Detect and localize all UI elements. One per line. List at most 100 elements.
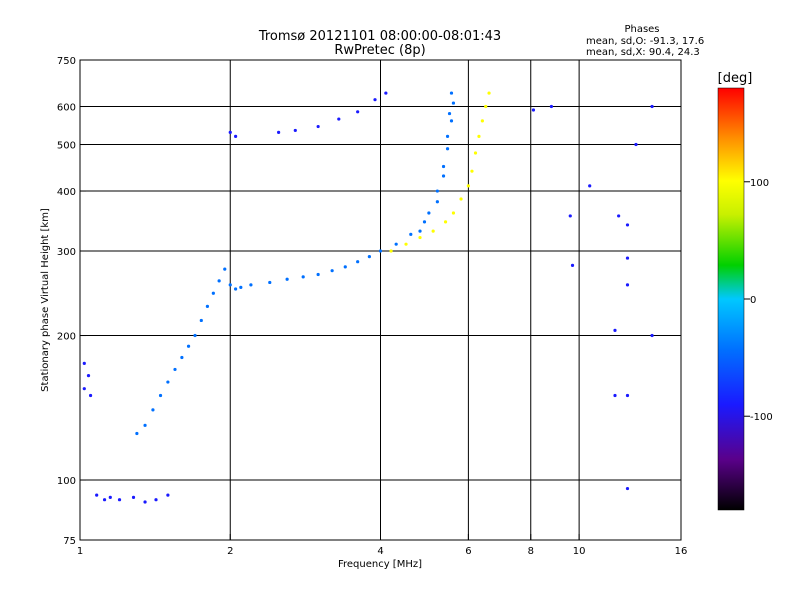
scatter-point [173, 367, 177, 372]
scatter-point [441, 174, 446, 178]
scatter-point [285, 277, 289, 281]
scatter-point [154, 498, 158, 502]
scatter-point [166, 380, 170, 384]
x-tick-label: 6 [465, 546, 471, 557]
colorbar-tick-label: 100 [750, 178, 769, 189]
scatter-point [447, 111, 452, 116]
scatter-point [378, 249, 383, 253]
x-tick-label: 8 [528, 546, 534, 557]
scatter-point [443, 220, 448, 224]
scatter-point [117, 498, 122, 502]
scatter-point [431, 229, 435, 233]
scatter-point [268, 280, 272, 285]
y-tick-label: 500 [57, 141, 76, 152]
scatter-point [549, 104, 554, 109]
scatter-point [459, 197, 463, 201]
scatter-point [82, 361, 86, 365]
scatter-point [625, 393, 630, 398]
scatter-point [223, 267, 227, 271]
scatter-point [445, 147, 450, 151]
scatter-point [158, 393, 163, 398]
scatter-points [82, 91, 654, 504]
scatter-point [531, 108, 536, 112]
scatter-point [316, 272, 320, 277]
scatter-point [404, 242, 408, 246]
scatter-point [135, 431, 139, 436]
y-tick-label: 600 [57, 103, 76, 114]
axis-ticks: 1 2 4 6 8 10 16 75 100 200 300 400 500 600 750 [57, 56, 687, 557]
scatter-point [613, 393, 617, 398]
scatter-point [409, 232, 413, 236]
scatter-point [384, 91, 388, 95]
x-tick-label: 10 [573, 546, 586, 557]
x-tick-label: 1 [77, 546, 83, 557]
y-tick-label: 300 [57, 247, 76, 258]
scatter-point [367, 255, 371, 259]
scatter-point [418, 235, 422, 240]
scatter-point [239, 285, 243, 289]
scatter-point [480, 119, 484, 123]
x-tick-label: 16 [675, 546, 688, 557]
colorbar-tick-label: -100 [750, 412, 773, 423]
scatter-point [441, 164, 446, 169]
scatter-point [108, 495, 112, 500]
scatter-point [88, 393, 93, 398]
x-axis-label: Frequency [MHz] [338, 559, 422, 570]
chart-title: Tromsø 20121101 08:00:00-08:01:43 [258, 29, 501, 44]
scatter-point [435, 189, 439, 193]
scatter-point [199, 318, 203, 323]
scatter-point [570, 263, 575, 267]
x-tick-label: 2 [227, 546, 233, 557]
scatter-point [234, 134, 238, 138]
scatter-point [217, 279, 221, 283]
scatter-point [143, 423, 147, 427]
scatter-point [451, 101, 456, 105]
scatter-point [625, 223, 630, 227]
scatter-point [449, 119, 454, 123]
y-tick-label: 75 [63, 536, 76, 547]
scatter-point [588, 184, 592, 188]
y-axis-label: Stationary phase Virtual Height [km] [40, 208, 51, 392]
scatter-point [451, 211, 456, 215]
scatter-point [186, 344, 191, 348]
y-tick-label: 100 [57, 476, 76, 487]
scatter-point [356, 110, 360, 114]
stats-line-x: mean, sd,X: 90.4, 24.3 [586, 47, 700, 58]
scatter-point [249, 283, 253, 287]
scatter-point [316, 124, 320, 129]
scatter-point [650, 333, 654, 338]
scatter-point [445, 134, 450, 138]
scatter-point [418, 229, 422, 233]
scatter-point [82, 387, 86, 391]
scatter-point [470, 169, 474, 173]
scatter-point [427, 211, 431, 215]
scatter-point [234, 287, 238, 291]
scatter-point [617, 214, 621, 218]
scatter-point [205, 304, 210, 309]
scatter-point [394, 242, 398, 246]
scatter-point [650, 104, 654, 109]
stats-line-o: mean, sd,O: -91.3, 17.6 [586, 36, 704, 47]
y-tick-label: 750 [57, 56, 76, 67]
scatter-point [466, 184, 470, 188]
scatter-point [228, 130, 232, 134]
scatter-point [293, 128, 297, 133]
scatter-point [277, 130, 281, 134]
colorbar-tick-label: 0 [750, 295, 756, 306]
scatter-point [356, 260, 360, 264]
scatter-point [337, 117, 341, 121]
scatter-point [211, 291, 215, 295]
scatter-point [143, 500, 147, 504]
scatter-point [102, 498, 107, 502]
chart-subtitle: RwPretec (8p) [334, 43, 425, 58]
scatter-point [301, 275, 305, 279]
scatter-point [228, 283, 232, 287]
scatter-point [473, 151, 478, 155]
y-tick-label: 200 [57, 332, 76, 343]
colorbar [717, 87, 745, 511]
scatter-point [625, 283, 630, 287]
scatter-point [477, 134, 481, 138]
scatter-point [484, 104, 488, 109]
scatter-point [180, 355, 184, 360]
